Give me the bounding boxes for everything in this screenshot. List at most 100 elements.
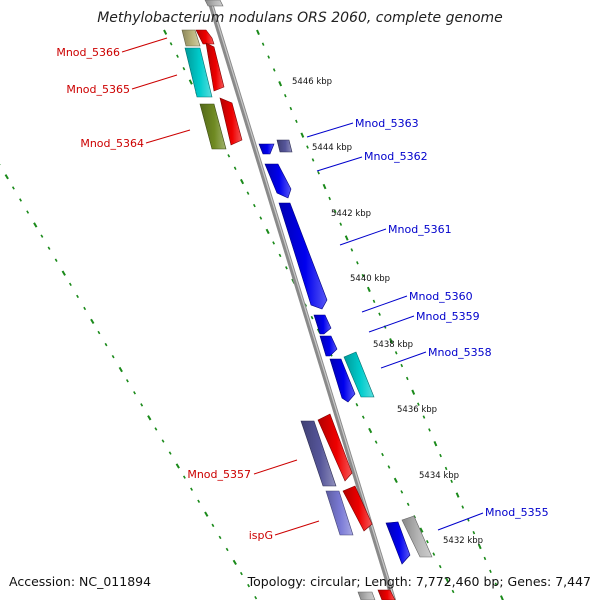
gene-mnod-5365-red	[205, 42, 225, 92]
scale-tick	[419, 527, 424, 533]
scale-tick	[19, 198, 22, 202]
backbone	[206, 0, 398, 604]
scale-tick	[433, 440, 438, 447]
reverse-label-leader	[145, 129, 191, 144]
scale-tick	[190, 487, 193, 491]
map-title: Methylobacterium nodulans ORS 2060, comp…	[97, 10, 503, 26]
gene-mnod-5364	[199, 103, 227, 150]
label-leaders	[121, 37, 484, 536]
scale-tick	[432, 552, 436, 556]
scale-tick	[259, 216, 263, 220]
scale-tick	[265, 228, 270, 235]
scale-tick	[68, 282, 72, 287]
scale-tick	[133, 391, 136, 395]
scale-tick	[90, 318, 95, 325]
scale-tick	[176, 54, 179, 58]
forward-label-leader	[316, 156, 363, 172]
scale-tick	[247, 583, 250, 588]
gene-mnod-5358	[343, 351, 375, 398]
gene-mnod-5358b	[329, 358, 356, 403]
scale-tick	[267, 55, 271, 59]
scale-tick	[328, 196, 332, 201]
scale-tick	[477, 543, 482, 550]
gene-mnod-5365	[184, 47, 213, 98]
reverse-label-leader	[121, 37, 168, 53]
backbone-line	[206, 0, 398, 604]
scale-label: 5432 kbp	[443, 536, 483, 546]
scale-tick	[406, 502, 410, 507]
scale-tick	[104, 342, 108, 347]
scale-tick	[500, 595, 504, 601]
scale-tick	[83, 306, 87, 311]
scale-tick	[254, 595, 258, 600]
scale-tick	[225, 547, 229, 552]
scale-tick	[400, 490, 404, 494]
gene-top-gray	[204, 0, 224, 7]
reverse-gene-label: Mnod_5364	[80, 137, 144, 150]
scale-tick	[389, 338, 393, 344]
scale-tick	[140, 403, 144, 407]
forward-label-leader	[368, 315, 415, 333]
scale-tick	[47, 246, 51, 250]
gene-bottom-gray	[357, 591, 376, 601]
scale-tick	[256, 29, 260, 35]
forward-label-leader	[339, 228, 387, 246]
scale-tick	[118, 366, 123, 373]
scale-tick	[76, 294, 79, 299]
scale-label: 5444 kbp	[312, 143, 352, 153]
scale-tick	[188, 79, 193, 85]
scale-tick	[472, 531, 476, 535]
scale-tick	[289, 106, 293, 111]
scale-tick	[439, 453, 442, 458]
scale-tick	[197, 499, 201, 503]
scale-tick	[381, 452, 384, 457]
scale-tick	[252, 203, 256, 208]
scale-label: 5442 kbp	[331, 209, 371, 219]
forward-label-leader	[306, 122, 354, 138]
reverse-label-leader	[274, 520, 320, 536]
scale-tick	[125, 379, 129, 383]
scale-tick	[400, 363, 404, 368]
scale-tick	[227, 154, 231, 158]
scale-tick	[97, 330, 101, 335]
gene-features	[181, 0, 433, 601]
scale-tick	[445, 577, 450, 583]
scale-tick	[483, 556, 487, 561]
scale-tick	[218, 535, 222, 540]
gene-mnod-5357-red	[317, 413, 353, 482]
scale-tick	[393, 477, 398, 484]
forward-gene-label: Mnod_5358	[428, 346, 492, 359]
forward-gene-label: Mnod_5359	[416, 310, 480, 323]
scale-label: 5438 kbp	[373, 340, 413, 350]
scale-tracks	[0, 29, 504, 604]
gene-mnod-5360	[313, 314, 332, 335]
reverse-gene-label: Mnod_5366	[56, 46, 120, 59]
scale-tick	[361, 415, 365, 419]
scale-labels: 5446 kbp 5444 kbp 5442 kbp 5440 kbp 5438 kbp…	[292, 77, 483, 546]
scale-tick	[306, 145, 309, 149]
scale-tick	[147, 415, 152, 421]
reverse-gene-label: Mnod_5357	[187, 468, 251, 481]
scale-tick	[240, 178, 245, 185]
forward-gene-label: Mnod_5360	[409, 290, 473, 303]
scale-tick	[168, 451, 172, 455]
scale-label: 5440 kbp	[350, 274, 390, 284]
scale-tick	[411, 389, 416, 395]
scale-tick	[444, 466, 448, 471]
scale-tick	[333, 209, 337, 214]
scale-label: 5446 kbp	[292, 77, 332, 87]
forward-gene-label: Mnod_5363	[355, 117, 419, 130]
scale-tick	[322, 183, 327, 190]
reverse-gene-label: ispG	[249, 529, 273, 542]
reverse-gene-label: Mnod_5365	[66, 83, 130, 96]
scale-tick	[450, 479, 453, 484]
scale-tick	[361, 273, 365, 278]
scale-tick	[310, 315, 314, 320]
scale-tick	[232, 559, 237, 566]
gene-ispg	[325, 490, 354, 536]
gene-mnod-5359	[319, 335, 338, 357]
gene-mnod-5357	[300, 420, 337, 487]
scale-tick	[272, 241, 276, 245]
forward-gene-label: Mnod_5355	[485, 506, 549, 519]
